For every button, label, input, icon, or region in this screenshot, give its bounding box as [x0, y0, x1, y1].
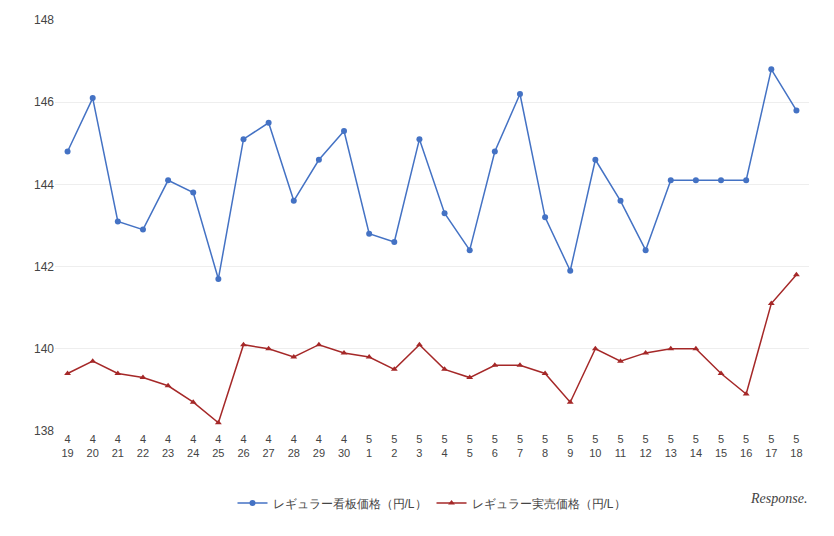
svg-text:58: 58: [542, 433, 548, 459]
svg-text:57: 57: [517, 433, 523, 459]
svg-text:514: 514: [690, 433, 702, 459]
svg-text:53: 53: [416, 433, 422, 459]
svg-text:517: 517: [765, 433, 777, 459]
svg-text:55: 55: [467, 433, 473, 459]
svg-text:426: 426: [237, 433, 249, 459]
svg-text:56: 56: [492, 433, 498, 459]
svg-text:422: 422: [137, 433, 149, 459]
svg-text:516: 516: [740, 433, 752, 459]
svg-text:424: 424: [187, 433, 199, 459]
svg-text:59: 59: [567, 433, 573, 459]
svg-text:52: 52: [391, 433, 397, 459]
svg-text:518: 518: [790, 433, 802, 459]
svg-text:429: 429: [313, 433, 325, 459]
svg-text:510: 510: [589, 433, 601, 459]
svg-text:420: 420: [87, 433, 99, 459]
svg-text:142: 142: [34, 260, 54, 274]
svg-text:423: 423: [162, 433, 174, 459]
svg-text:513: 513: [665, 433, 677, 459]
svg-text:Response.: Response.: [750, 491, 807, 506]
svg-text:51: 51: [366, 433, 372, 459]
svg-text:512: 512: [640, 433, 652, 459]
svg-text:148: 148: [34, 13, 54, 27]
svg-text:レギュラー看板価格（円/L）: レギュラー看板価格（円/L）: [273, 497, 427, 511]
svg-text:54: 54: [442, 433, 448, 459]
svg-text:419: 419: [61, 433, 73, 459]
svg-text:430: 430: [338, 433, 350, 459]
svg-text:425: 425: [212, 433, 224, 459]
svg-text:421: 421: [112, 433, 124, 459]
svg-text:427: 427: [263, 433, 275, 459]
svg-text:146: 146: [34, 95, 54, 109]
svg-text:515: 515: [715, 433, 727, 459]
svg-text:144: 144: [34, 178, 54, 192]
svg-text:511: 511: [615, 433, 626, 459]
svg-text:レギュラー実売価格（円/L）: レギュラー実売価格（円/L）: [472, 497, 626, 511]
svg-text:140: 140: [34, 342, 54, 356]
svg-text:138: 138: [34, 424, 54, 438]
svg-text:428: 428: [288, 433, 300, 459]
